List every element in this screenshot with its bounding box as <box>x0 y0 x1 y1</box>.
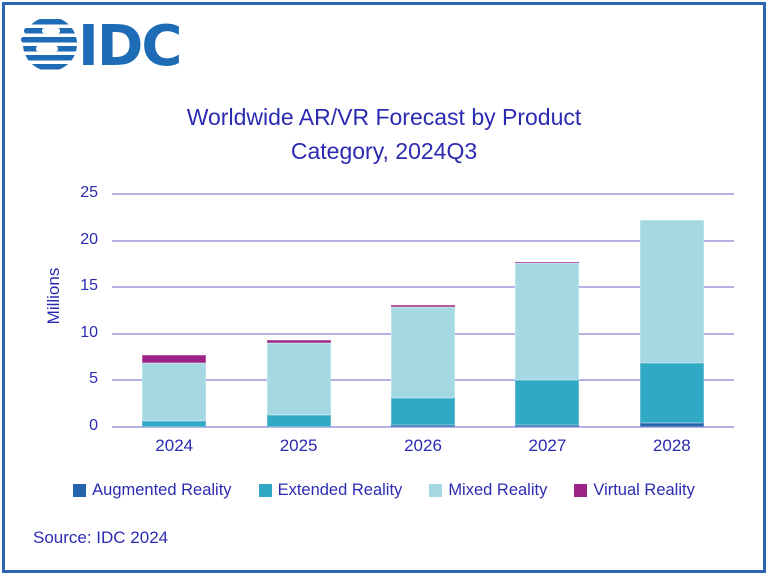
globe-icon <box>21 19 77 70</box>
page-title-line2: Category, 2024Q3 <box>290 138 478 164</box>
legend-swatch-icon <box>429 484 443 497</box>
legend-item-mixed-reality: Mixed Reality <box>429 481 547 500</box>
bar-2027 <box>485 194 609 427</box>
bar-2026 <box>361 194 485 427</box>
gridline-15 <box>112 286 734 289</box>
bar-segment-2027-virtual-reality <box>515 262 580 263</box>
gridline-0 <box>112 426 734 428</box>
gridline-20 <box>112 239 734 242</box>
y-tick-label-5: 5 <box>89 370 98 388</box>
y-tick-label-10: 10 <box>80 323 98 341</box>
legend-label: Mixed Reality <box>448 481 548 499</box>
bar-segment-2026-augmented-reality <box>391 425 456 427</box>
legend-label: Extended Reality <box>277 481 403 499</box>
bar-segment-2028-augmented-reality <box>639 423 704 427</box>
gridline-25 <box>112 193 734 195</box>
legend-item-augmented-reality: Augmented Reality <box>73 481 232 500</box>
bar-segment-2025-extended-reality <box>266 414 331 427</box>
y-tick-label-20: 20 <box>80 230 98 248</box>
bar-segment-2026-mixed-reality <box>391 306 456 399</box>
bar-2028 <box>610 194 734 427</box>
legend-swatch-icon <box>258 484 272 497</box>
bar-segment-2024-virtual-reality <box>142 355 207 363</box>
bars <box>112 194 734 427</box>
page-title: Worldwide AR/VR Forecast by Product Cate… <box>0 100 768 168</box>
page-title-line1: Worldwide AR/VR Forecast by Product <box>186 104 582 130</box>
x-tick-label-2026: 2026 <box>404 436 442 455</box>
legend-item-extended-reality: Extended Reality <box>258 481 403 500</box>
bar-segment-2024-mixed-reality <box>142 362 207 422</box>
legend-label: Augmented Reality <box>92 481 232 499</box>
legend-label: Virtual Reality <box>593 481 695 499</box>
x-tick-label-2028: 2028 <box>652 436 691 455</box>
x-tick-label-2025: 2025 <box>279 436 318 455</box>
bar-2024 <box>112 194 236 427</box>
y-tick-label-15: 15 <box>80 277 98 295</box>
bar-segment-2027-extended-reality <box>515 380 580 426</box>
bar-segment-2028-extended-reality <box>639 362 704 424</box>
bar-segment-2026-extended-reality <box>391 398 456 426</box>
x-tick-label-2024: 2024 <box>155 436 194 455</box>
x-axis-ticks: 2024 2025 2026 2027 2028 <box>112 436 734 456</box>
bar-2025 <box>236 194 360 427</box>
x-tick-label-2027: 2027 <box>528 436 567 455</box>
bar-segment-2027-mixed-reality <box>515 262 580 381</box>
svg-text:IDC: IDC <box>78 14 180 76</box>
legend-swatch-icon <box>73 484 87 497</box>
y-tick-label-0: 0 <box>89 417 98 434</box>
y-tick-label-25: 25 <box>80 184 98 201</box>
bar-segment-2025-mixed-reality <box>266 343 331 415</box>
idc-logo: IDC <box>21 14 180 76</box>
bar-segment-2027-augmented-reality <box>515 425 580 427</box>
legend: Augmented Reality Extended Reality Mixed R… <box>0 481 768 500</box>
bar-segment-2028-mixed-reality <box>639 220 704 363</box>
legend-item-virtual-reality: Virtual Reality <box>574 481 695 500</box>
bar-segment-2024-extended-reality <box>142 421 207 427</box>
source-text: Source: IDC 2024 <box>33 528 169 547</box>
legend-swatch-icon <box>574 484 588 497</box>
plot-area <box>112 193 734 428</box>
bar-segment-2026-virtual-reality <box>391 304 456 307</box>
bar-segment-2025-virtual-reality <box>266 340 331 344</box>
